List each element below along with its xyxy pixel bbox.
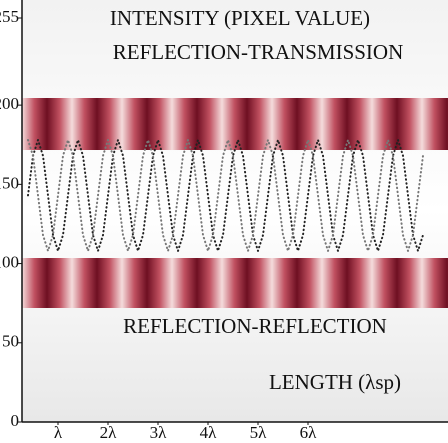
y-tick-label: 0 <box>11 411 20 430</box>
fringe-strip <box>22 98 448 150</box>
plot-area <box>22 0 448 422</box>
y-tick-label: 150 <box>0 173 19 192</box>
fringe-strip <box>22 258 448 308</box>
annotation: REFLECTION-REFLECTION <box>123 314 387 338</box>
y-tick-label: 200 <box>0 94 19 113</box>
y-tick-label: 255 <box>0 7 19 26</box>
x-tick-label: 4λ <box>200 423 218 442</box>
y-tick-label: 50 <box>2 332 19 351</box>
annotation: LENGTH (λsp) <box>269 370 401 394</box>
x-tick-label: 2λ <box>100 423 118 442</box>
y-tick-label: 100 <box>0 252 19 271</box>
x-tick-label: 3λ <box>150 423 168 442</box>
annotation: REFLECTION-TRANSMISSION <box>113 40 404 64</box>
chart-title: INTENSITY (PIXEL VALUE) <box>110 6 370 30</box>
x-tick-label: λ <box>54 423 63 442</box>
x-tick-label: 6λ <box>300 423 318 442</box>
x-tick-label: 5λ <box>250 423 268 442</box>
